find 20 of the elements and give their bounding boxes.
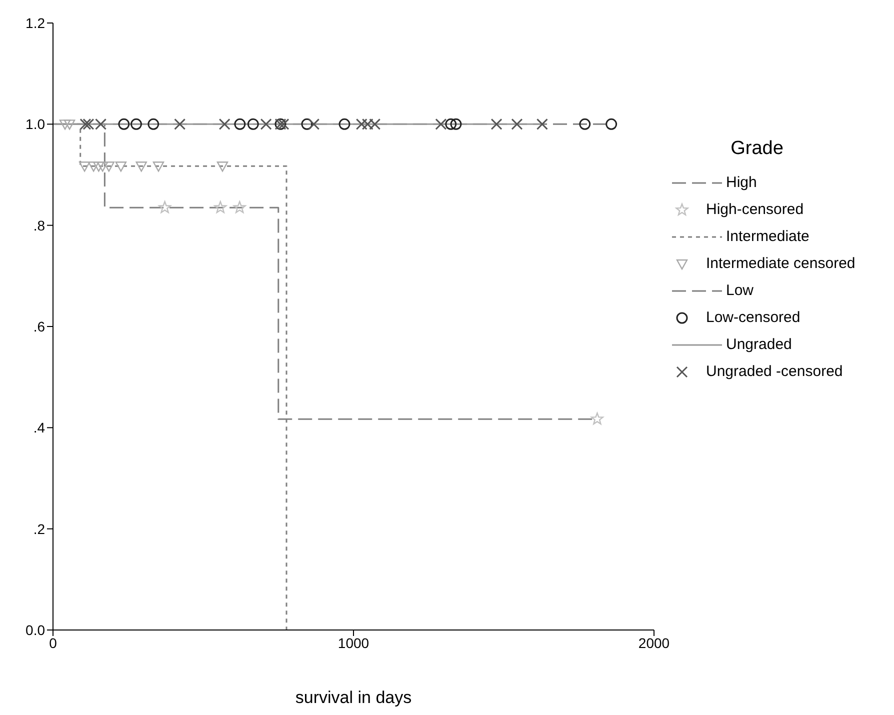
x-tick-label: 1000 xyxy=(338,634,370,651)
y-tick-label: 1.2 xyxy=(26,14,46,31)
legend-label: Intermediate xyxy=(726,228,810,245)
x-tick-label: 2000 xyxy=(638,634,670,651)
y-tick-label: .8 xyxy=(33,217,46,234)
y-tick-label: .6 xyxy=(33,318,46,334)
legend-label: Intermediate censored xyxy=(706,255,856,272)
legend-label: Ungraded -censored xyxy=(706,363,843,380)
y-tick-label: 1.0 xyxy=(26,116,46,132)
y-tick-label: 0.0 xyxy=(26,622,46,638)
y-tick-label: .2 xyxy=(33,520,46,537)
x-axis-title: survival in days xyxy=(295,688,412,707)
legend-title: Grade xyxy=(730,138,784,160)
legend-label: Low xyxy=(726,282,754,299)
x-tick-label: 0 xyxy=(49,634,58,651)
legend-label: Ungraded xyxy=(726,336,792,353)
legend-label: High xyxy=(726,174,757,191)
y-tick-label: .4 xyxy=(33,420,46,436)
legend-label: Low-censored xyxy=(706,309,800,326)
legend-label: High-censored xyxy=(706,201,804,218)
